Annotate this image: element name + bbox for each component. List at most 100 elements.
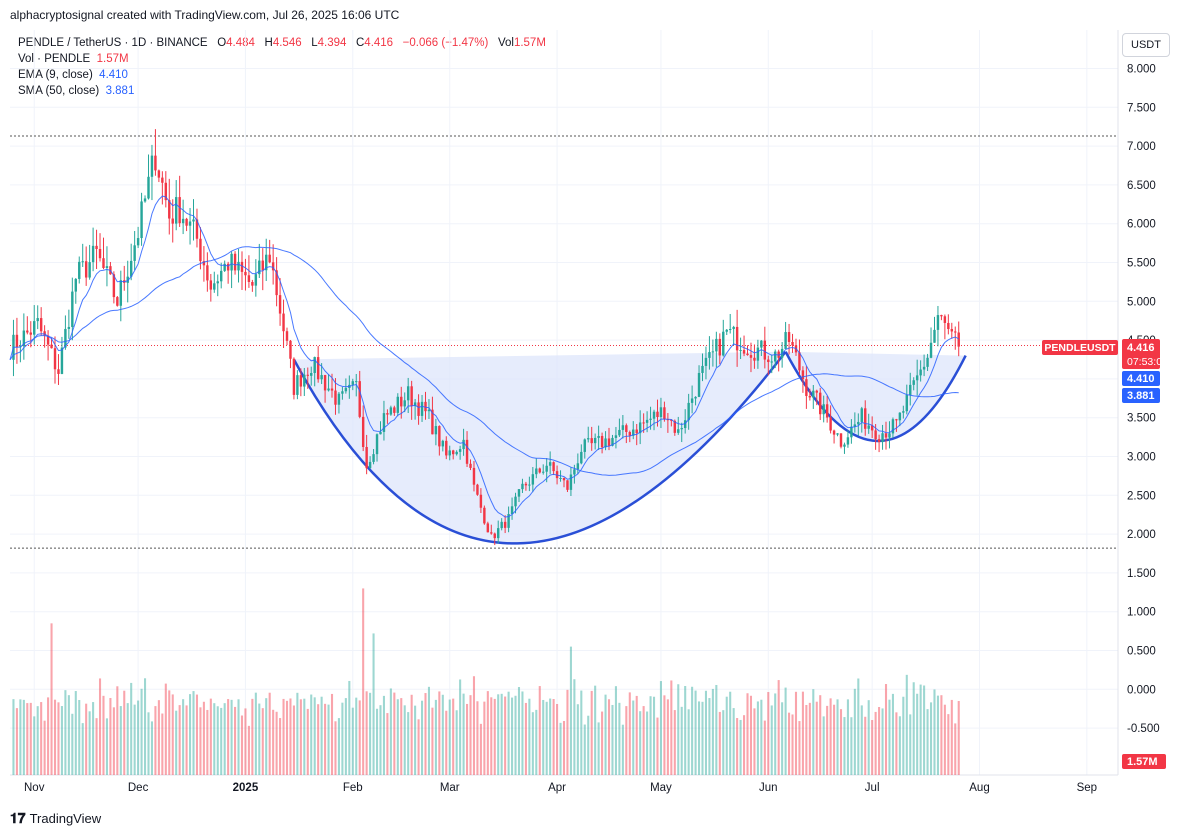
candle-body: [815, 390, 818, 393]
candle-body: [825, 404, 829, 418]
volume-bar: [292, 705, 295, 775]
volume-bar: [576, 704, 579, 775]
cup-curve: [292, 350, 787, 545]
volume-bar: [476, 701, 479, 775]
volume-bar: [175, 710, 178, 775]
candle-body: [285, 331, 289, 341]
volume-bar: [846, 699, 849, 775]
candle-body: [78, 261, 81, 279]
volume-bar: [718, 711, 721, 775]
volume-bar: [143, 678, 147, 775]
candle-body: [611, 437, 614, 446]
volume-bar: [261, 708, 264, 775]
sma-indicator-row[interactable]: SMA (50, close) 3.881: [18, 83, 546, 99]
sma-indicator-label[interactable]: SMA (50, close): [18, 85, 100, 97]
candle-body: [427, 409, 431, 412]
volume-bar: [251, 698, 254, 775]
volume-indicator-row[interactable]: Vol · PENDLE 1.57M: [18, 51, 546, 67]
candle-body: [386, 413, 389, 415]
candle-body: [154, 155, 157, 171]
candle-body: [635, 429, 638, 434]
ema-indicator-row[interactable]: EMA (9, close) 4.410: [18, 67, 546, 83]
candle-body: [517, 489, 521, 497]
volume-bar: [884, 684, 888, 775]
candle-body: [808, 395, 812, 398]
candle-body: [351, 381, 354, 385]
volume-indicator-label[interactable]: Vol · PENDLE: [18, 53, 91, 65]
candle-body: [493, 533, 496, 539]
candle-body: [445, 440, 448, 456]
volume-bar: [493, 698, 496, 775]
volume-bar: [898, 716, 901, 775]
candle-body: [181, 218, 185, 224]
candle-body: [503, 521, 507, 528]
high-label: H: [264, 37, 273, 49]
currency-selector[interactable]: USDT: [1122, 33, 1170, 57]
candle-body: [569, 474, 573, 490]
ema-9-line: [9, 195, 959, 518]
volume-bar: [646, 711, 649, 775]
candle-body: [787, 332, 791, 342]
candle-body: [618, 429, 621, 436]
candle-body: [542, 471, 545, 473]
candle-body: [29, 332, 32, 335]
volume-bar: [891, 693, 894, 775]
volume-bar: [168, 690, 171, 775]
volume-bar: [414, 705, 417, 775]
price-tick-label: 6.000: [1127, 219, 1156, 231]
volume-bar: [47, 697, 50, 775]
candle-body: [320, 375, 323, 380]
time-tick-label: Jul: [865, 782, 880, 794]
candle-body: [396, 396, 400, 413]
volume-bar: [161, 713, 164, 775]
volume-bar: [663, 695, 666, 775]
volume-bar: [902, 696, 905, 775]
candle-body: [846, 437, 850, 445]
time-tick-label: Nov: [24, 782, 45, 794]
candle-body: [819, 392, 822, 415]
cup-and-handle-pattern[interactable]: [292, 350, 967, 545]
volume-bar: [244, 708, 247, 775]
candle-body: [573, 469, 576, 475]
price-tick-label: 8.000: [1127, 64, 1156, 76]
volume-bar: [317, 704, 320, 775]
candle-body: [71, 291, 74, 327]
candle-body: [870, 425, 874, 431]
volume-bar: [853, 688, 856, 775]
candle-body: [448, 450, 451, 456]
volume-tag-bg: [1122, 754, 1166, 769]
candle-body: [389, 407, 393, 415]
volume-bar: [888, 699, 891, 775]
symbol-row[interactable]: PENDLE / TetherUS · 1D · BINANCE O4.484 …: [18, 35, 546, 51]
volume-bar: [794, 691, 798, 775]
candle-body: [15, 334, 19, 348]
volume-bar: [358, 700, 361, 775]
candle-body: [233, 253, 237, 271]
candle-body: [950, 329, 954, 332]
change-value: −0.066 (−1.47%): [402, 37, 489, 49]
volume-bar: [154, 706, 157, 775]
candle-body: [26, 330, 29, 333]
candle-body: [614, 435, 618, 438]
volume-bar: [105, 718, 108, 775]
volume-bar: [687, 709, 690, 775]
candle-body: [673, 420, 677, 433]
candle-body: [954, 331, 957, 333]
volume-bar: [504, 696, 507, 775]
candle-body: [774, 351, 777, 362]
volume-bar: [410, 694, 413, 775]
time-axis[interactable]: Nov Dec 2025 Feb Mar Apr May Jun Jul Aug Sep: [24, 782, 1097, 794]
legend: PENDLE / TetherUS · 1D · BINANCE O4.484 …: [18, 35, 546, 99]
ema-tag: 4.410: [1127, 373, 1155, 385]
volume-bar: [860, 705, 863, 775]
volume-bar: [511, 697, 514, 775]
volume-bar: [732, 708, 735, 775]
tradingview-footer[interactable]: 𝟏𝟕 TradingView: [10, 810, 101, 827]
ema-indicator-label[interactable]: EMA (9, close): [18, 69, 93, 81]
symbol-label[interactable]: PENDLE / TetherUS · 1D · BINANCE: [18, 37, 208, 49]
candle-body: [479, 494, 483, 508]
volume-bar: [549, 698, 552, 775]
candle-body: [832, 430, 836, 435]
volume-bar: [78, 700, 81, 775]
